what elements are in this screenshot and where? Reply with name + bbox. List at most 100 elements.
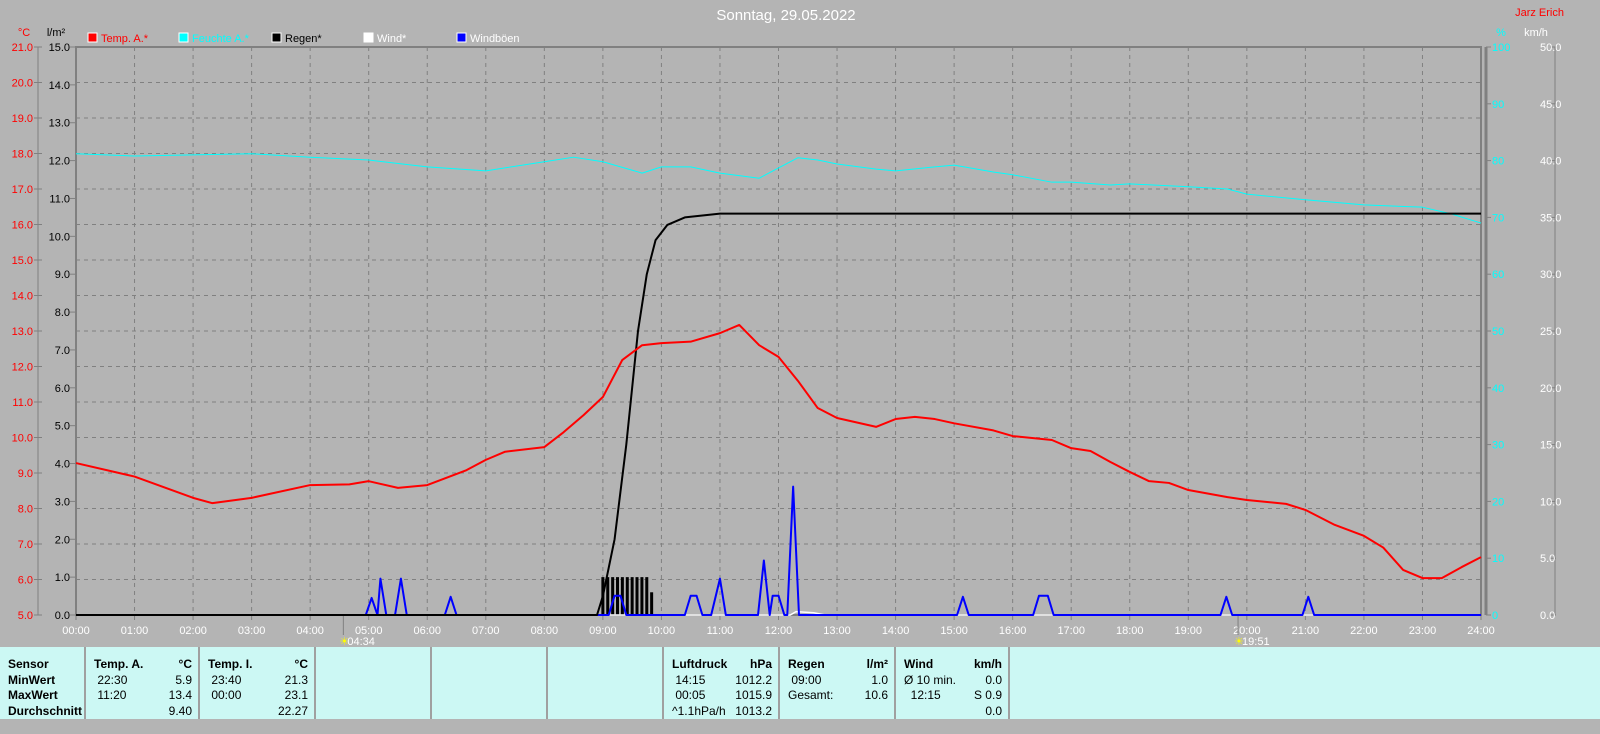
table-cell: MinWert xyxy=(8,672,56,687)
table-row: 23:40 21.3 xyxy=(208,673,308,689)
wind-tick-label: 40.0 xyxy=(1540,156,1561,168)
table-cell: °C xyxy=(178,657,192,671)
humidity-tick-label: 70 xyxy=(1492,212,1504,224)
x-tick-label: 09:00 xyxy=(589,625,617,637)
x-tick-label: 02:00 xyxy=(179,625,207,637)
table-cell: km/h xyxy=(973,657,1002,671)
table-row: 00:00 23.1 xyxy=(208,688,308,704)
humidity-tick-label: 50 xyxy=(1492,326,1504,338)
rain-tick-label: 3.0 xyxy=(55,496,70,508)
humidity-tick-label: 90 xyxy=(1492,99,1504,111)
wind-tick-label: 45.0 xyxy=(1540,99,1561,111)
rain-tick-label: 6.0 xyxy=(55,383,70,395)
humidity-tick-label: 30 xyxy=(1492,440,1504,452)
temp-tick-label: 14.0 xyxy=(12,291,33,303)
table-row: Gesamt: 10.6 xyxy=(788,688,888,704)
humidity-tick-label: 40 xyxy=(1492,383,1504,395)
sunrise-icon: ☀ xyxy=(339,636,349,647)
x-tick-label: 19:00 xyxy=(1175,625,1203,637)
temp-tick-label: 10.0 xyxy=(12,433,33,445)
chart-title: Sonntag, 29.05.2022 xyxy=(716,7,855,24)
table-cell: ^1.1hPa/h xyxy=(672,703,726,718)
rain-tick-label: 4.0 xyxy=(55,459,70,471)
temp-tick-label: 21.0 xyxy=(12,42,33,54)
rain-unit: l/m² xyxy=(47,27,66,39)
x-tick-label: 17:00 xyxy=(1057,625,1085,637)
table-cell: 22:30 xyxy=(94,672,128,687)
statistics-table: Sensor MinWert MaxWert Durchschnitt Temp. A.… xyxy=(0,647,1600,719)
series-line-feuchtea xyxy=(75,153,1482,224)
x-tick-label: 22:00 xyxy=(1350,625,1378,637)
table-column xyxy=(316,647,432,719)
temp-tick-label: 17.0 xyxy=(12,184,33,196)
table-row: ^1.1hPa/h 1013.2 xyxy=(672,704,772,720)
x-tick-label: 01:00 xyxy=(121,625,149,637)
x-tick-label: 18:00 xyxy=(1116,625,1144,637)
table-cell: 21.3 xyxy=(284,672,308,687)
table-cell: Wind xyxy=(904,657,934,671)
table-cell: 0.0 xyxy=(985,703,1002,718)
table-cell: 22.27 xyxy=(277,703,308,718)
legend-entry: Temp. A.* xyxy=(101,33,149,45)
rain-tick-label: 11.0 xyxy=(49,193,70,205)
table-row: 22.27 xyxy=(208,704,308,720)
temp-tick-label: 15.0 xyxy=(12,255,33,267)
temp-tick-label: 12.0 xyxy=(12,362,33,374)
wind-tick-label: 35.0 xyxy=(1540,212,1561,224)
x-tick-label: 10:00 xyxy=(648,625,676,637)
temp-tick-label: 19.0 xyxy=(12,113,33,125)
rain-bar xyxy=(635,577,639,615)
table-cell: °C xyxy=(294,657,308,671)
legend-swatch xyxy=(87,32,98,43)
x-tick-label: 20:00 xyxy=(1233,625,1261,637)
table-row: 22:30 5.9 xyxy=(94,673,192,689)
wind-tick-label: 5.0 xyxy=(1540,553,1555,565)
legend-entry: Windböen xyxy=(470,33,520,45)
table-row: Regen l/m² xyxy=(788,657,888,673)
table-row: 09:00 1.0 xyxy=(788,673,888,689)
x-tick-label: 06:00 xyxy=(413,625,441,637)
rain-tick-label: 14.0 xyxy=(49,80,70,92)
wind-tick-label: 20.0 xyxy=(1540,383,1561,395)
table-row: Temp. I. °C xyxy=(208,657,308,673)
temp-unit: °C xyxy=(18,27,30,39)
table-cell: Gesamt: xyxy=(788,688,834,702)
rain-tick-label: 2.0 xyxy=(55,534,70,546)
rain-bar xyxy=(645,577,649,615)
x-tick-label: 11:00 xyxy=(707,625,734,637)
table-cell: l/m² xyxy=(866,657,888,671)
table-cell: Regen xyxy=(788,657,825,671)
table-row: Temp. A. °C xyxy=(94,657,192,673)
x-tick-label: 03:00 xyxy=(238,625,266,637)
table-column xyxy=(432,647,548,719)
table-column: Temp. A. °C 22:30 5.9 11:20 13.4 9.40 xyxy=(86,647,200,719)
table-cell: 13.4 xyxy=(168,688,192,702)
table-cell: 9.40 xyxy=(168,703,192,718)
table-cell: 14:15 xyxy=(672,672,706,687)
rain-bar xyxy=(640,577,644,615)
table-cell: 1013.2 xyxy=(735,703,772,718)
table-row: 0.0 xyxy=(904,704,1002,720)
table-column: Luftdruck hPa 14:15 1012.2 00:05 1015.9 ^1.1… xyxy=(664,647,780,719)
table-row: MaxWert xyxy=(8,688,78,704)
humidity-unit: % xyxy=(1496,27,1506,39)
rain-tick-label: 12.0 xyxy=(49,156,70,168)
table-row: Ø 10 min. 0.0 xyxy=(904,673,1002,689)
temp-tick-label: 5.0 xyxy=(18,610,33,622)
rain-tick-label: 15.0 xyxy=(49,42,70,54)
table-cell: 23.1 xyxy=(284,688,308,702)
rain-bar xyxy=(650,592,654,615)
temp-tick-label: 18.0 xyxy=(12,149,33,161)
table-cell: Temp. I. xyxy=(208,657,253,671)
wind-tick-label: 15.0 xyxy=(1540,440,1561,452)
legend-swatch xyxy=(456,32,467,43)
rain-tick-label: 9.0 xyxy=(55,269,70,281)
rain-bar xyxy=(611,577,615,615)
x-tick-label: 13:00 xyxy=(823,625,851,637)
x-tick-label: 07:00 xyxy=(472,625,500,637)
table-column: Sensor MinWert MaxWert Durchschnitt xyxy=(0,647,86,719)
series-line-regen xyxy=(76,212,1481,616)
x-tick-label: 08:00 xyxy=(531,625,559,637)
legend-entry: Regen* xyxy=(285,33,322,45)
table-cell: 12:15 xyxy=(904,688,941,702)
